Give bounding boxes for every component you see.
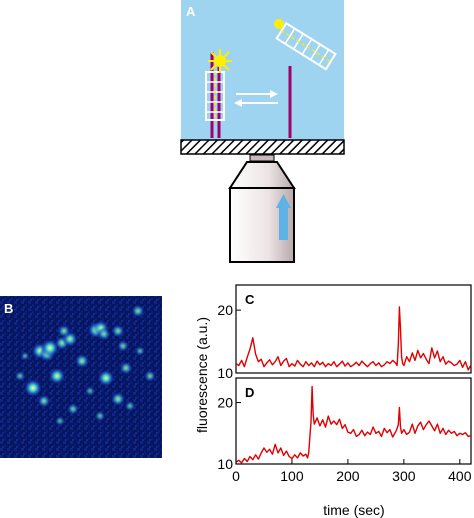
fluorescence-burst-icon — [208, 49, 232, 73]
x-tick-label: 400 — [448, 468, 472, 484]
fluorescence-trace-line — [235, 385, 472, 464]
fluorescent-spot — [67, 403, 79, 415]
fluorescent-spot — [144, 370, 156, 382]
fluorescent-spot — [134, 345, 146, 357]
fluorescent-spot — [110, 391, 126, 407]
fluorescent-spot — [74, 353, 90, 369]
fluorescent-spots — [14, 304, 156, 427]
panel-a-label: A — [186, 4, 196, 19]
fluorescent-spot — [37, 394, 51, 408]
panel-b-label: B — [4, 301, 13, 316]
fluorescence-trace-line — [235, 306, 472, 371]
fluorescence-image — [0, 296, 162, 458]
chart-d-frame — [235, 377, 472, 465]
panel-a: A — [180, 0, 345, 263]
y-tick-label: 10 — [217, 456, 233, 472]
flow-cell-background — [181, 0, 344, 140]
x-tick-label: 300 — [392, 468, 416, 484]
fluorescent-spot — [48, 367, 66, 385]
y-tick-label: 20 — [217, 302, 233, 318]
fluorescent-spot — [41, 339, 59, 357]
free-probe-molecule — [274, 19, 337, 71]
fluorescent-spot — [131, 304, 145, 318]
fluorescent-spot — [57, 324, 71, 338]
x-tick-label: 100 — [280, 468, 304, 484]
fluorescent-spot — [20, 351, 30, 361]
fluorescent-spot — [97, 369, 115, 387]
y-axis-label: fluorescence (a.u.) — [194, 317, 210, 433]
fluorescent-spot — [84, 385, 96, 397]
fluorescent-spot — [24, 379, 42, 397]
y-tick-label: 10 — [217, 365, 233, 381]
x-tick-label: 200 — [336, 468, 360, 484]
x-axis-label: time (sec) — [323, 502, 384, 518]
fluorescent-spot — [111, 324, 125, 338]
excitation-arrow-icon — [276, 194, 291, 240]
glass-slide — [180, 139, 345, 155]
fluorescent-spot — [117, 340, 129, 352]
panel-b: B — [0, 296, 162, 458]
y-tick-label: 20 — [217, 395, 233, 411]
x-tick-label: 0 — [232, 468, 240, 484]
fluorescent-spot — [97, 327, 111, 341]
panel-c-label: C — [245, 292, 255, 307]
fluorescent-spot — [54, 415, 66, 427]
panel-c: C 10 20 — [217, 284, 472, 381]
panel-d-label: D — [245, 385, 254, 400]
fluorescent-spot — [124, 400, 136, 412]
fluorescent-spot — [94, 410, 106, 422]
chart-c-frame — [235, 284, 472, 374]
chart-c-plot: 10 20 — [217, 302, 472, 381]
fluorescent-spot — [119, 361, 133, 375]
equilibrium-arrows-icon — [234, 90, 278, 107]
fluorophore-icon — [274, 19, 284, 29]
fluorescent-spot — [14, 370, 26, 382]
